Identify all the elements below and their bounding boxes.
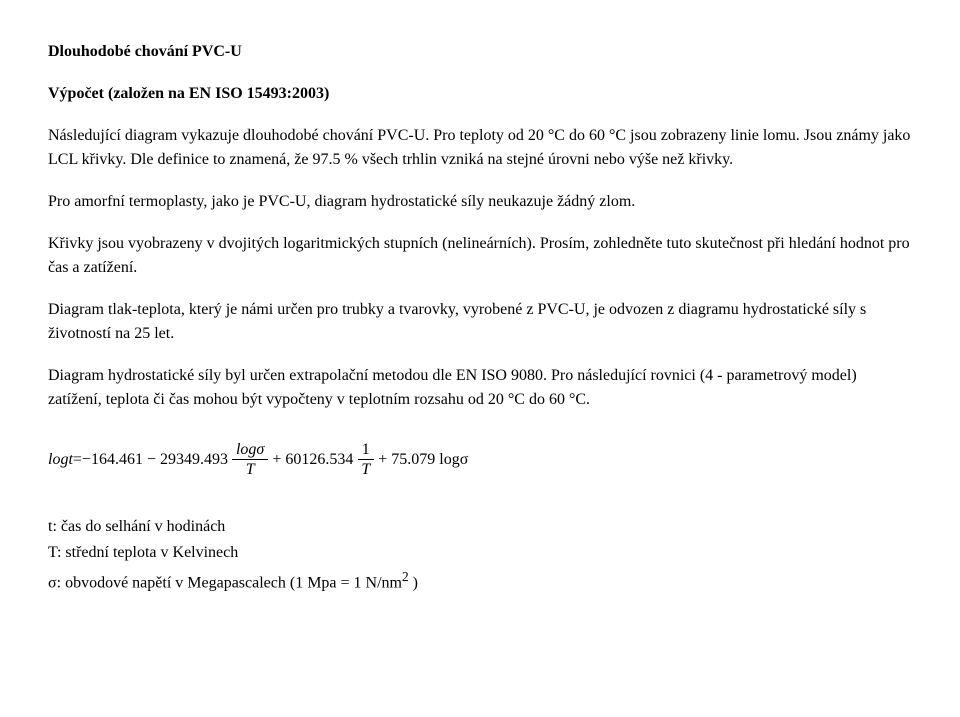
eq-frac1-num: logσ (232, 440, 268, 460)
def-sigma-post: ) (409, 575, 418, 592)
eq-c3: + 75.079 logσ (378, 448, 468, 472)
paragraph-1: Následující diagram vykazuje dlouhodobé … (48, 124, 912, 172)
eq-equals: = (73, 448, 82, 472)
def-sigma: σ: obvodové napětí v Megapascalech (1 Mp… (48, 567, 912, 595)
definitions: t: čas do selhání v hodinách T: střední … (48, 515, 912, 595)
eq-c1: −164.461 − 29349.493 (82, 448, 228, 472)
def-T: T: střední teplota v Kelvinech (48, 541, 912, 565)
paragraph-3: Křivky jsou vyobrazeny v dvojitých logar… (48, 232, 912, 280)
eq-frac2-num: 1 (358, 440, 374, 460)
def-sigma-sup: 2 (402, 569, 409, 584)
def-t: t: čas do selhání v hodinách (48, 515, 912, 539)
paragraph-2: Pro amorfní termoplasty, jako je PVC-U, … (48, 190, 912, 214)
eq-frac2-den: T (357, 460, 374, 479)
paragraph-4: Diagram tlak-teplota, který je námi urče… (48, 298, 912, 346)
eq-frac2: 1 T (357, 440, 374, 479)
paragraph-5: Diagram hydrostatické síly byl určen ext… (48, 364, 912, 412)
document-title: Dlouhodobé chování PVC-U (48, 40, 912, 64)
eq-frac1: logσ T (232, 440, 268, 479)
eq-c2: + 60126.534 (272, 448, 353, 472)
eq-frac1-den: T (242, 460, 259, 479)
document-subtitle: Výpočet (založen na EN ISO 15493:2003) (48, 82, 912, 106)
eq-lhs: logt (48, 448, 73, 472)
def-sigma-pre: σ: obvodové napětí v Megapascalech (1 Mp… (48, 575, 402, 592)
equation: logt = −164.461 − 29349.493 logσ T + 601… (48, 440, 912, 479)
